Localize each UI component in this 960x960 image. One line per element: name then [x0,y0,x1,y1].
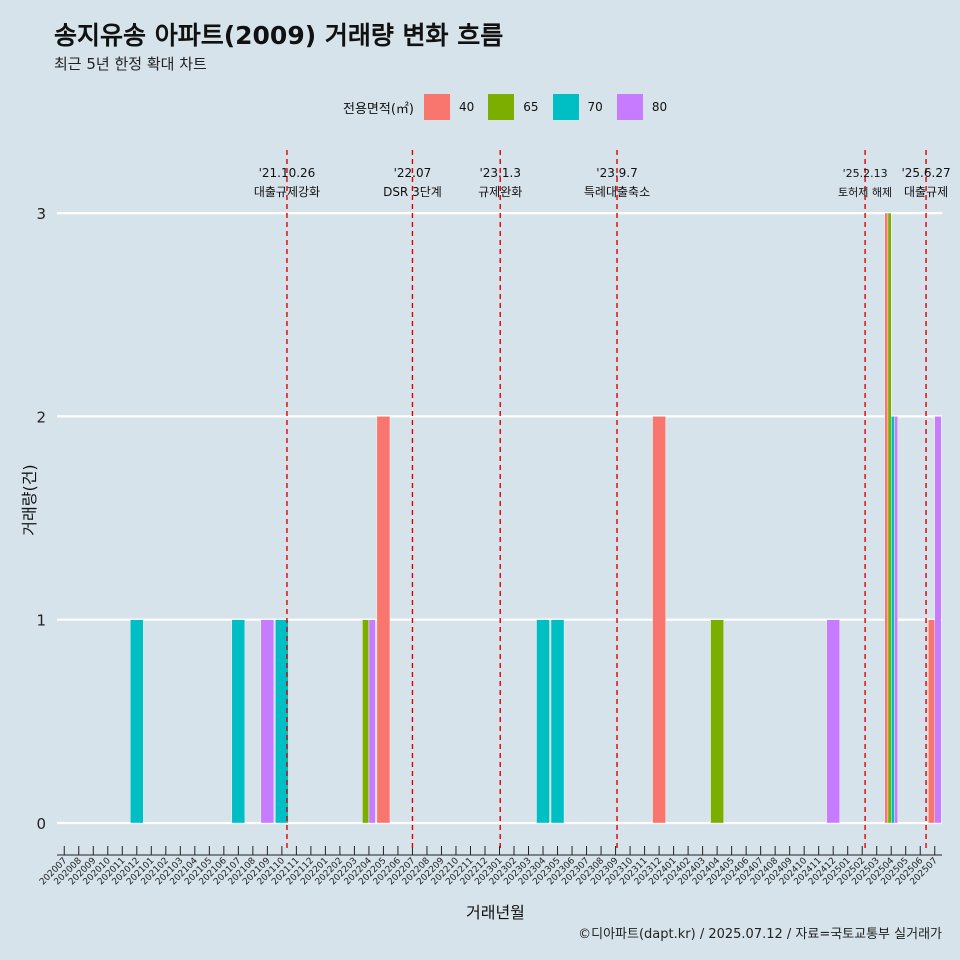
event-name-label: 대출규제강화 [254,185,320,199]
event-date-label: '22.07 [394,166,432,180]
legend-swatch-40 [423,94,450,120]
legend-title: 전용면적(㎡) [343,101,414,117]
bar-70-202107 [231,619,246,824]
bar-80-202204 [368,619,376,824]
legend-label-80: 80 [651,100,668,114]
bar-70-202110 [275,619,289,824]
bar-80-202504 [894,416,898,824]
bar-70-202012 [130,619,144,824]
y-tick-label: 3 [36,205,46,223]
event-date-label: '25.6.27 [901,166,950,180]
bar-80-202412 [826,619,840,824]
legend-swatch-65 [488,94,515,120]
event-name-label: 대출규제 [904,185,948,199]
legend: 전용면적(㎡) 40 65 70 80 [343,93,681,121]
bar-40-202205 [376,416,391,824]
event-date-label: '25.2.13 [843,167,888,180]
event-name-label: DSR 3단계 [383,185,442,199]
event-date-label: '23.1.3 [479,166,520,180]
legend-swatch-70 [552,94,579,120]
y-tick-label: 2 [36,408,46,426]
chart-subtitle: 최근 5년 한정 확대 차트 [54,55,207,73]
legend-item-65: 65 [488,94,539,120]
y-tick-label: 0 [36,815,46,833]
event-date-label: '23.9.7 [596,166,637,180]
legend-item-40: 40 [423,94,475,120]
bar-65-202204 [362,619,370,824]
x-axis-label: 거래년월 [466,903,525,922]
legend-item-80: 80 [616,94,668,120]
legend-label-70: 70 [587,100,603,114]
legend-label-40: 40 [458,100,475,114]
footer-credit: ©디아파트(dapt.kr) / 2025.07.12 / 자료=국토교통부 실… [578,927,942,942]
bar-80-202109 [260,619,275,824]
bar-40-202507 [928,619,935,824]
bar-70-202504 [891,416,895,824]
y-axis-label: 거래량(건) [20,464,39,536]
legend-label-65: 65 [523,100,539,114]
bar-40-202504 [884,212,889,824]
bar-65-202404 [710,619,724,824]
event-date-label: '21.10.26 [259,166,316,180]
bar-40-202312 [652,416,666,824]
legend-swatch-80 [616,94,643,120]
bar-70-202305 [550,619,565,824]
legend-item-70: 70 [552,94,603,120]
event-name-label: 토허제 해제 [838,185,892,199]
event-name-label: 규제완화 [478,185,522,199]
bar-80-202507 [934,416,942,824]
chart-title: 송지유송 아파트(2009) 거래량 변화 흐름 [54,21,504,50]
bar-70-202304 [536,619,550,824]
bar-65-202504 [887,212,892,824]
y-tick-label: 1 [36,612,46,630]
event-name-label: 특례대출축소 [584,185,650,199]
